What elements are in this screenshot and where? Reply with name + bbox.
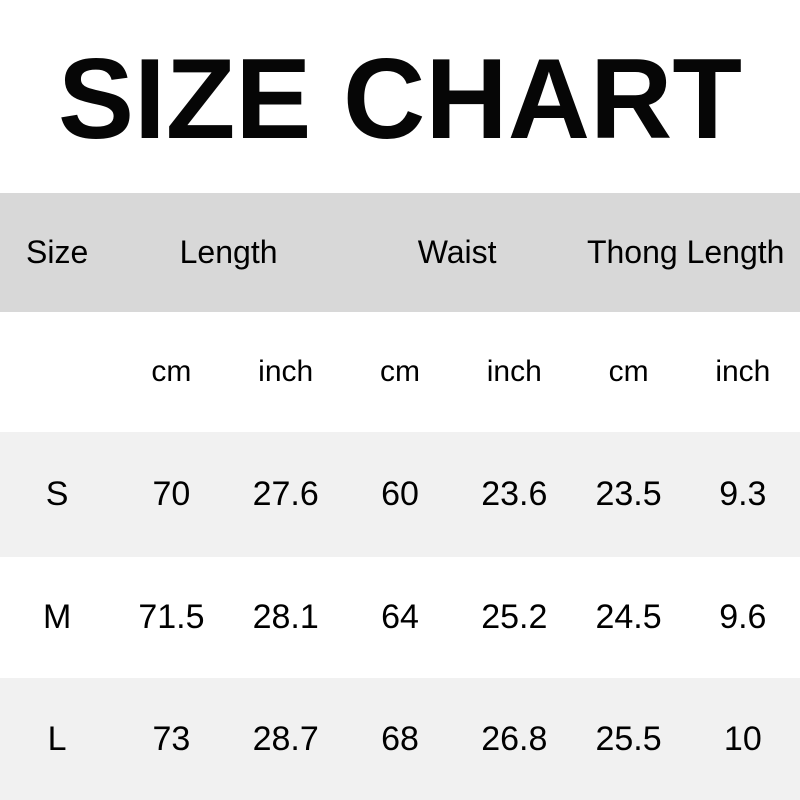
value-cell: 64	[381, 598, 419, 636]
value-cell: 60	[381, 475, 419, 513]
col-header-thong-length: Thong Length	[586, 234, 785, 270]
value-cell: 68	[381, 719, 419, 758]
size-cell: S	[45, 475, 69, 513]
value-cell: 23.6	[481, 475, 548, 513]
value-cell: 27.6	[252, 475, 319, 513]
value-cell: 26.8	[481, 719, 548, 758]
unit-cell-length-cm: cm	[151, 355, 192, 388]
value-cell: 28.1	[252, 598, 319, 636]
table-row-l: L 73 28.7 68 26.8 25.5 10	[0, 678, 800, 800]
value-cell: 28.7	[252, 719, 319, 758]
table-units-row: cm inch cm inch cm inch	[0, 312, 800, 432]
unit-cell-waist-inch: inch	[486, 355, 542, 388]
value-cell: 70	[152, 475, 191, 513]
value-cell: 9.3	[719, 475, 767, 513]
size-cell: L	[47, 719, 67, 758]
page-title: SIZE CHART	[58, 35, 742, 163]
size-chart-table: Size Length Waist Thong Length cm inch c…	[0, 193, 800, 800]
unit-cell-thong-inch: inch	[715, 355, 771, 388]
value-cell: 23.5	[595, 475, 662, 513]
table-row-m: M 71.5 28.1 64 25.2 24.5 9.6	[0, 557, 800, 678]
value-cell: 73	[152, 719, 191, 758]
value-cell: 25.5	[595, 719, 662, 758]
value-cell: 25.2	[481, 598, 548, 636]
unit-cell-waist-cm: cm	[379, 355, 420, 388]
title-area: SIZE CHART	[0, 0, 800, 193]
value-cell: 24.5	[595, 598, 662, 636]
table-row-s: S 70 27.6 60 23.6 23.5 9.3	[0, 432, 800, 557]
size-cell: M	[42, 598, 72, 636]
value-cell: 71.5	[138, 598, 205, 636]
unit-cell-length-inch: inch	[258, 355, 314, 388]
col-header-size: Size	[26, 234, 89, 270]
table-header-row: Size Length Waist Thong Length	[0, 193, 800, 312]
value-cell: 9.6	[719, 598, 767, 636]
col-header-waist: Waist	[417, 234, 497, 270]
value-cell: 10	[723, 719, 762, 758]
col-header-length: Length	[179, 234, 278, 270]
unit-cell-thong-cm: cm	[608, 355, 649, 388]
